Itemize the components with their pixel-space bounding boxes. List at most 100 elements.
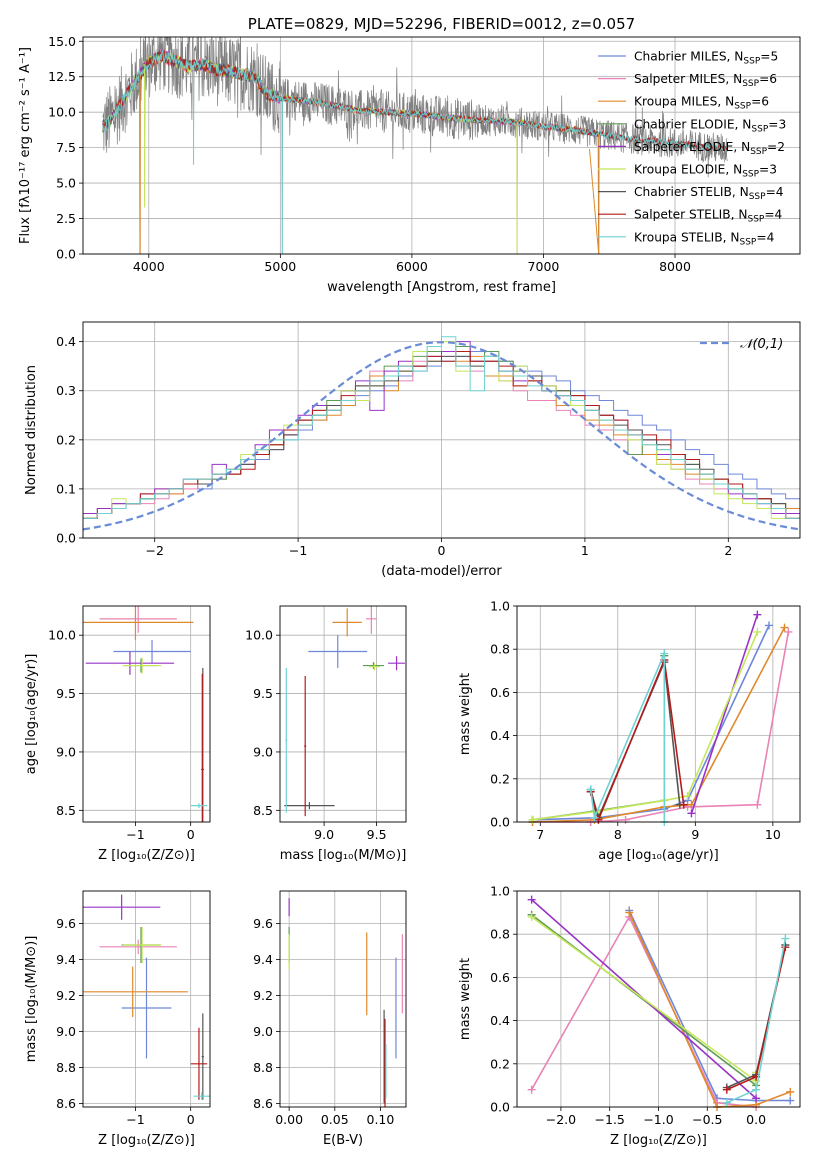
y-tick-label: 9.2 (56, 988, 76, 1003)
legend-label-suffix: =4 (764, 208, 782, 222)
series-kroupa-stelib (589, 653, 666, 822)
legend-label-sub: SSP (751, 124, 768, 134)
legend-label: Salpeter STELIB, NSSP=4 (634, 208, 783, 225)
y-tick-label: 9.0 (56, 744, 76, 759)
x-tick-label: 0.00 (275, 1112, 303, 1127)
legend-label-text: Kroupa MILES, N (634, 95, 734, 109)
mass_weight_vs_Z-frame (516, 890, 801, 1108)
y-tick-label: 2.5 (56, 211, 76, 226)
plus-marker (722, 1098, 731, 1107)
chart-title: PLATE=0829, MJD=52296, FIBERID=0012, z=0… (248, 15, 635, 33)
plus-marker (621, 815, 630, 824)
legend-label: Kroupa STELIB, NSSP=4 (634, 230, 775, 247)
legend-label-text: Salpeter ELODIE, N (634, 140, 750, 154)
series-kroupa-miles (628, 912, 791, 1108)
x-tick-label: 9 (691, 827, 699, 842)
legend-label-sub: SSP (742, 170, 759, 180)
y-tick-label: 12.5 (48, 69, 76, 84)
observed-spectrum (102, 37, 728, 254)
x-tick-label: −1 (126, 827, 144, 842)
x-axis-label: Z [log₁₀(Z/Z⊙)] (610, 1133, 707, 1148)
x-tick-label: 5000 (264, 259, 296, 274)
age_vs_mass-axes: 9.0 9.5 8.5 9.0 9.5 10.0 (245, 606, 406, 842)
y-tick-label: 10.0 (48, 628, 76, 643)
y-tick-label: 0.6 (490, 970, 510, 985)
plus-marker (527, 1085, 536, 1094)
age_vs_Z-axes: −1 0 8.5 9.0 9.5 10.0 (48, 606, 210, 842)
legend-label-sub: SSP (747, 215, 764, 225)
legend-label-suffix: =3 (768, 117, 786, 131)
legend-label: 𝒩(0,1) (740, 337, 783, 352)
plus-marker (753, 627, 762, 636)
y-tick-label: 0.8 (490, 642, 510, 657)
x-tick-label: 0 (187, 827, 195, 842)
x-tick-label: 0.05 (321, 1112, 349, 1127)
x-axis-label: (data-model)/error (381, 564, 502, 579)
legend-label-text: Chabrier MILES, N (634, 50, 743, 64)
spectrum-plot (102, 37, 728, 254)
series-salpeter-elodie (690, 614, 759, 814)
y-tick-label: 9.5 (56, 686, 76, 701)
plus-marker (764, 621, 773, 630)
x-tick-label: −1.5 (595, 1112, 625, 1127)
legend-label-text: Chabrier ELODIE, N (634, 117, 751, 131)
y-tick-label: 1.0 (490, 599, 510, 614)
plus-marker (784, 627, 793, 636)
y-tick-label: 8.8 (56, 1060, 76, 1075)
x-tick-label: 8 (614, 827, 622, 842)
y-tick-label: 9.6 (253, 916, 273, 931)
x-tick-label: −1 (126, 1112, 144, 1127)
plus-marker (786, 1096, 795, 1105)
y-tick-label: 8.6 (56, 1096, 76, 1111)
y-tick-label: 10.0 (48, 105, 76, 120)
plus-marker (590, 813, 599, 822)
residuals-axes: −2 −1 0 1 2 0.0 0.1 0.2 0.3 0.4 (56, 322, 800, 558)
x-tick-label: 0 (187, 1112, 195, 1127)
legend: 𝒩(0,1) (700, 337, 783, 352)
x-tick-label: 0 (438, 543, 446, 558)
legend-label-suffix: =3 (759, 163, 777, 177)
plus-marker (679, 800, 688, 809)
histogram-kroupa-stelib (83, 336, 800, 538)
mass_vs_ebv-frame (279, 890, 407, 1108)
y-tick-label: 9.0 (253, 1024, 273, 1039)
plus-marker (625, 908, 634, 917)
legend-label-sub: SSP (749, 192, 766, 202)
plus-marker (660, 649, 669, 658)
x-tick-label: 6000 (396, 259, 428, 274)
y-tick-label: 7.5 (56, 140, 76, 155)
legend-label-sub: SSP (743, 57, 760, 67)
x-tick-label: 1 (581, 543, 589, 558)
legend-label-text: Kroupa ELODIE, N (634, 163, 742, 177)
y-axis-label: age [log₁₀(age/yr)] (24, 654, 39, 775)
legend-label: Salpeter MILES, NSSP=6 (634, 72, 777, 89)
legend-label-text: Salpeter MILES, N (634, 72, 742, 86)
plus-marker (753, 800, 762, 809)
y-tick-label: 8.5 (253, 803, 273, 818)
y-tick-label: 0.4 (56, 334, 76, 349)
y-tick-label: 9.6 (56, 916, 76, 931)
y-tick-label: 0.1 (56, 481, 76, 496)
legend-label-text: Salpeter STELIB, N (634, 208, 747, 222)
x-tick-label: −2.0 (546, 1112, 576, 1127)
y-axis-label: mass weight (458, 958, 473, 1040)
y-tick-label: 8.5 (56, 803, 76, 818)
residuals-frame (82, 321, 801, 539)
y-axis-label: mass [log₁₀(M/M⊙)] (24, 936, 39, 1063)
y-axis-label: mass weight (458, 673, 473, 755)
y-tick-label: 0.0 (56, 531, 76, 546)
series-kroupa-elodie (532, 631, 759, 821)
age_vs_mass-frame (279, 605, 407, 823)
y-axis-label: Normed distribution (24, 365, 39, 495)
y-tick-label: 0.0 (56, 247, 76, 262)
y-axis-label: Flux [fλ10⁻¹⁷ erg cm⁻² s⁻¹ A⁻¹] (18, 47, 33, 244)
series-chabrier-elodie (532, 655, 666, 821)
y-tick-label: 9.4 (56, 952, 76, 967)
x-axis-label: wavelength [Angstrom, rest frame] (327, 280, 556, 295)
x-axis-label: Z [log₁₀(Z/Z⊙)] (98, 1133, 195, 1148)
age_vs_mass-points (284, 606, 405, 817)
normal-curve (83, 341, 800, 531)
y-tick-label: 8.8 (253, 1060, 273, 1075)
